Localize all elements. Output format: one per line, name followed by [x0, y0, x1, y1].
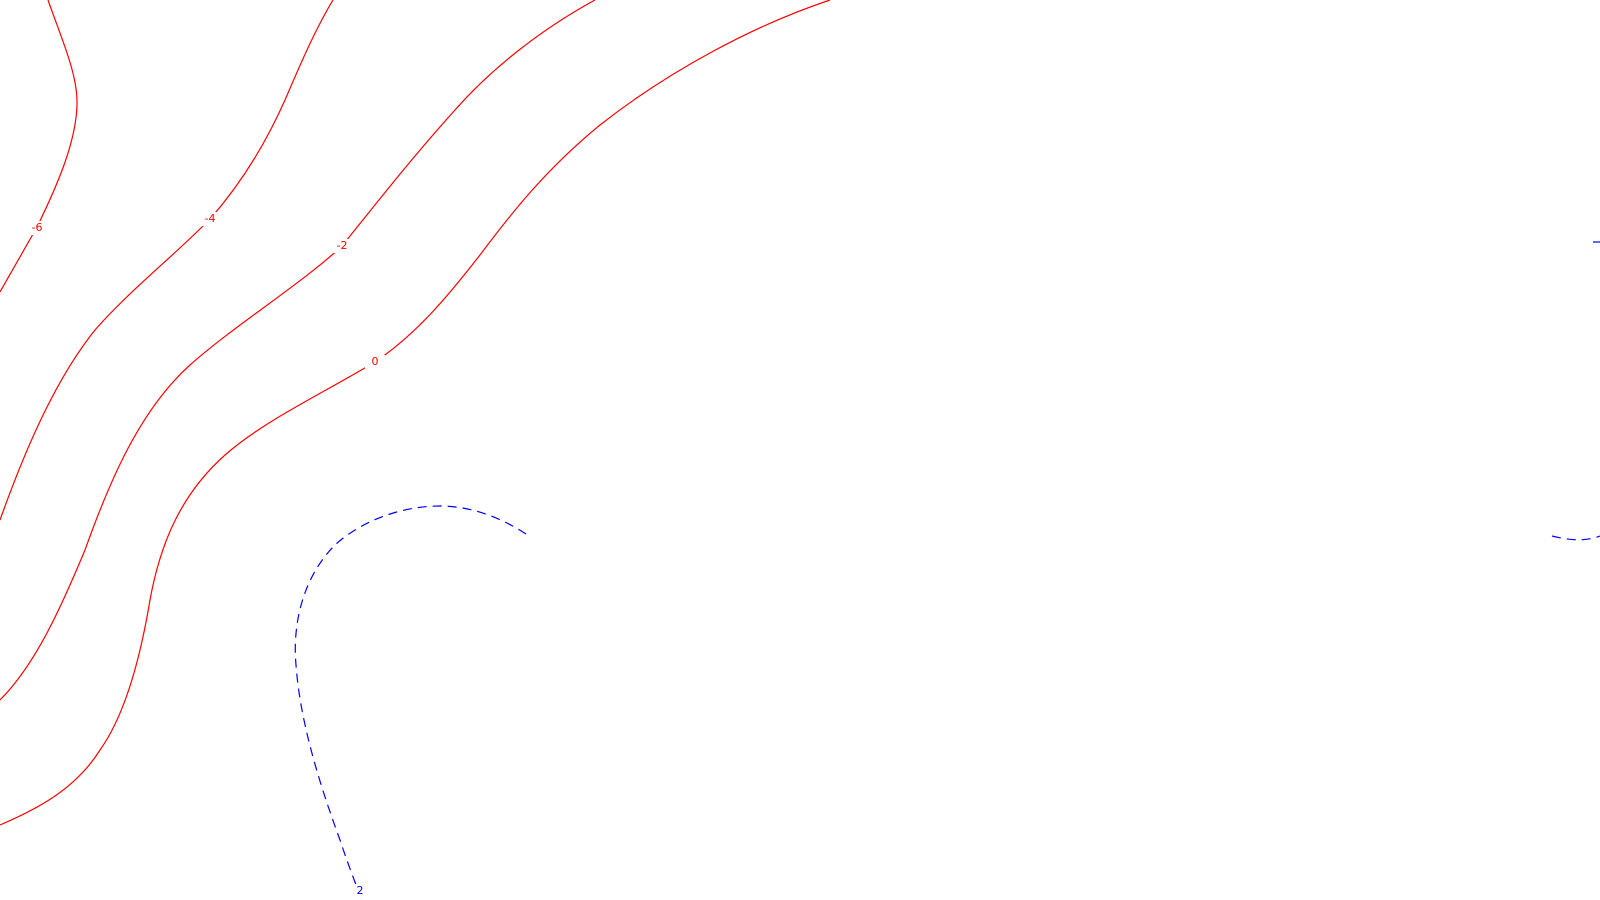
- contour-line-zero: [0, 0, 831, 826]
- contour-label-zero: 0: [372, 355, 379, 368]
- contour-line-plus-2: [294, 505, 527, 900]
- contour-label-plus-2: 2: [357, 884, 364, 897]
- contour-label-minus-4: -4: [205, 212, 216, 225]
- contour-label-minus-6: -6: [32, 221, 43, 234]
- contour-label-minus-2: -2: [337, 239, 348, 252]
- contour-line-minus-4: [0, 0, 334, 521]
- contour-line-minus-6: [0, 0, 78, 293]
- contour-line-plus-2-right-edge-arc: [1551, 535, 1600, 541]
- contour-line-minus-2: [0, 0, 596, 701]
